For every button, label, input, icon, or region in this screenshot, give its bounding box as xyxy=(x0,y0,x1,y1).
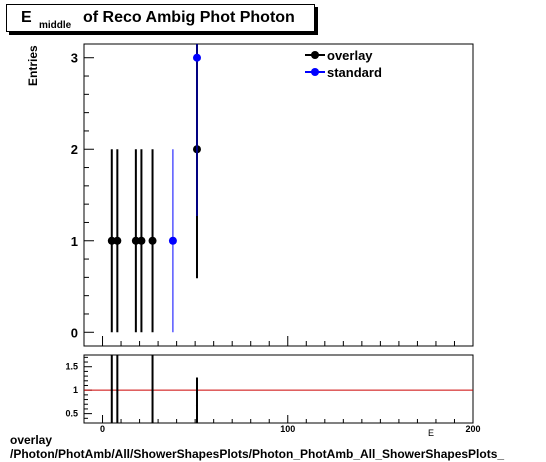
ratio-point xyxy=(151,389,154,392)
ratio-y-tick-label: 1.5 xyxy=(65,362,78,372)
ratio-x-tick-label: 0 xyxy=(100,424,105,434)
overlay-point xyxy=(148,236,157,245)
footer-line-1: overlay xyxy=(10,433,53,447)
x-axis-label: E xyxy=(428,428,434,438)
footer-line-2: /Photon/PhotAmb/All/ShowerShapesPlots/Ph… xyxy=(10,447,505,461)
ratio-point xyxy=(195,404,198,407)
title-subscript: middle xyxy=(39,20,72,31)
ratio-point xyxy=(110,389,113,392)
overlay-point xyxy=(131,236,140,245)
ratio-plot-frame: 0.5 1 1.5 0 100 200 xyxy=(65,354,481,434)
y-tick-label: 2 xyxy=(71,142,78,157)
ratio-x-tick-label: 200 xyxy=(465,424,480,434)
overlay-point xyxy=(107,236,116,245)
ratio-x-tick-label: 100 xyxy=(280,424,295,434)
series-standard xyxy=(168,44,201,333)
overlay-point xyxy=(113,236,122,245)
ratio-plot-border xyxy=(83,354,474,424)
ratio-y-tick-label: 0.5 xyxy=(65,409,78,419)
legend-label-standard: standard xyxy=(327,65,382,80)
y-tick-label: 3 xyxy=(71,51,78,66)
chart-title: E middle of Reco Ambig Phot Photon xyxy=(6,4,315,32)
legend-marker-standard xyxy=(311,68,319,76)
ratio-y-tick-label: 1 xyxy=(73,385,78,395)
legend-label-overlay: overlay xyxy=(327,48,373,63)
y-tick-label: 1 xyxy=(71,234,78,249)
overlay-point xyxy=(137,236,146,245)
main-plot-frame: 0 1 2 3 overlay standard xyxy=(71,43,474,347)
ratio-point xyxy=(116,389,119,392)
series-overlay xyxy=(107,44,201,333)
legend: overlay standard xyxy=(305,48,382,80)
legend-marker-overlay xyxy=(311,51,319,59)
title-main: E xyxy=(21,9,32,26)
y-tick-label: 0 xyxy=(71,325,78,340)
main-plot-border xyxy=(83,43,474,347)
standard-point xyxy=(192,53,201,62)
standard-point xyxy=(168,236,177,245)
y-axis-label: Entries xyxy=(26,45,40,86)
title-rest: of Reco Ambig Phot Photon xyxy=(83,9,295,26)
